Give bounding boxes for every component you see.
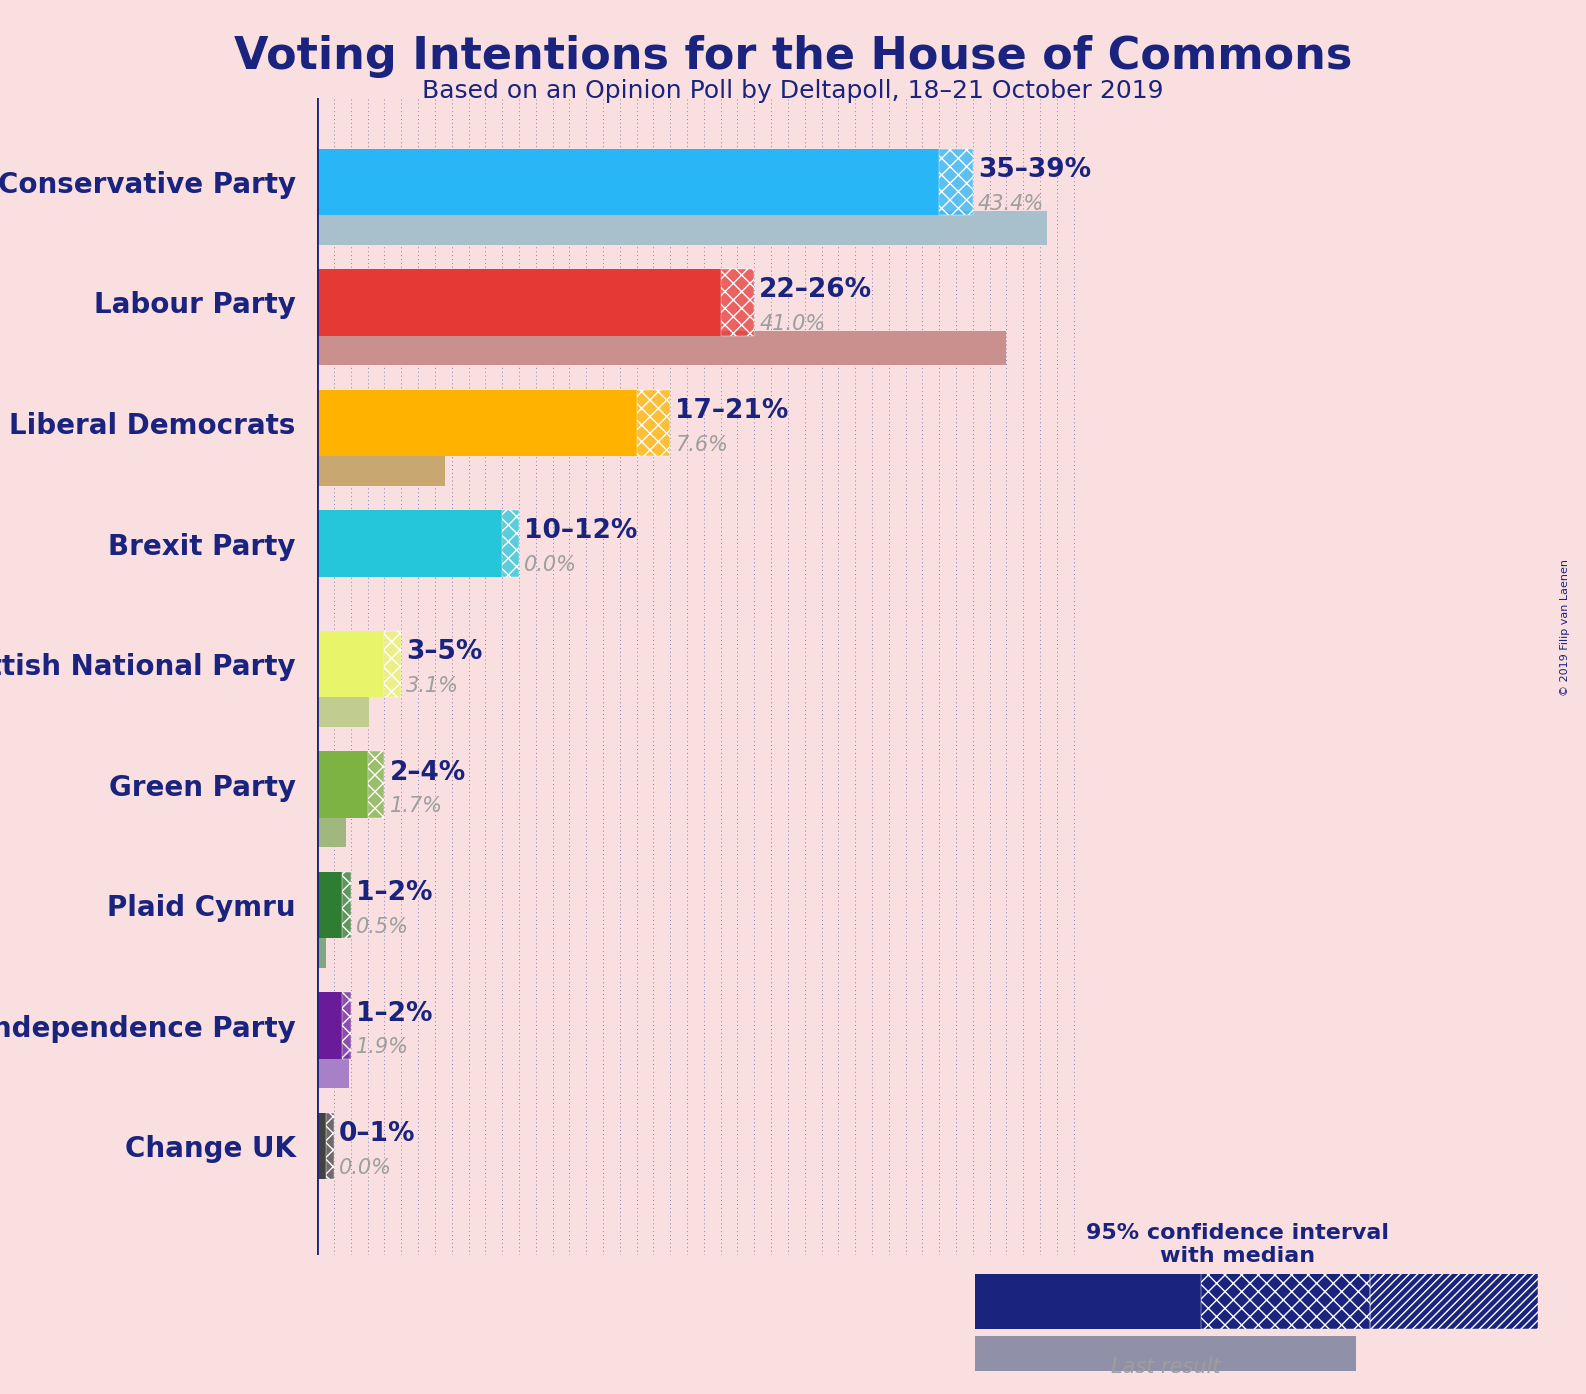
Text: Based on an Opinion Poll by Deltapoll, 18–21 October 2019: Based on an Opinion Poll by Deltapoll, 1… [422, 79, 1164, 103]
Text: 7.6%: 7.6% [676, 435, 728, 454]
Bar [1201, 1273, 1369, 1330]
Text: 3.1%: 3.1% [406, 676, 460, 696]
Text: 1.7%: 1.7% [390, 796, 442, 817]
Bar [335, 993, 343, 1059]
Text: 41.0%: 41.0% [760, 314, 826, 335]
Bar [343, 871, 351, 938]
Bar [335, 871, 343, 938]
Bar [317, 149, 939, 215]
Text: 10–12%: 10–12% [523, 519, 638, 545]
Bar [1369, 1273, 1538, 1330]
Text: 1–2%: 1–2% [355, 880, 433, 906]
Bar [1369, 1273, 1538, 1330]
Bar [485, 510, 503, 577]
Text: 3–5%: 3–5% [406, 638, 482, 665]
Bar [343, 871, 351, 938]
Bar [720, 269, 755, 336]
Bar [975, 1273, 1201, 1330]
Bar [317, 1054, 349, 1089]
Bar [384, 631, 401, 697]
Bar [368, 751, 384, 818]
Bar [720, 269, 755, 336]
Text: 2–4%: 2–4% [390, 760, 466, 785]
Bar [503, 510, 519, 577]
Bar [1201, 1273, 1369, 1330]
Bar [343, 993, 351, 1059]
Bar [317, 332, 1007, 365]
Bar [368, 631, 384, 697]
Bar [317, 934, 325, 967]
Bar [317, 510, 503, 577]
Bar [503, 510, 519, 577]
Bar [317, 210, 1047, 244]
Bar [317, 269, 720, 336]
Text: 0.0%: 0.0% [339, 1158, 392, 1178]
Bar [939, 149, 972, 215]
Bar [939, 149, 972, 215]
Bar [906, 149, 939, 215]
Bar [975, 1335, 1356, 1372]
Text: 0.5%: 0.5% [355, 917, 409, 937]
Text: 43.4%: 43.4% [979, 194, 1044, 213]
Bar [317, 751, 368, 818]
Bar [343, 993, 351, 1059]
Bar [317, 390, 636, 456]
Bar [351, 751, 368, 818]
Bar [636, 390, 671, 456]
Bar [317, 871, 343, 938]
Text: 35–39%: 35–39% [979, 158, 1091, 183]
Text: 95% confidence interval
with median: 95% confidence interval with median [1085, 1223, 1389, 1266]
Text: Voting Intentions for the House of Commons: Voting Intentions for the House of Commo… [233, 35, 1353, 78]
Bar [687, 269, 720, 336]
Bar [325, 1112, 335, 1179]
Bar [368, 751, 384, 818]
Text: 22–26%: 22–26% [760, 277, 872, 304]
Bar [317, 814, 346, 848]
Bar [603, 390, 636, 456]
Bar [384, 631, 401, 697]
Bar [317, 993, 343, 1059]
Bar [317, 631, 384, 697]
Text: 17–21%: 17–21% [676, 397, 788, 424]
Text: 1–2%: 1–2% [355, 1001, 433, 1026]
Bar [317, 1112, 325, 1179]
Text: 0–1%: 0–1% [339, 1121, 416, 1147]
Bar [636, 390, 671, 456]
Bar [325, 1112, 335, 1179]
Text: Last result: Last result [1110, 1358, 1221, 1377]
Text: © 2019 Filip van Laenen: © 2019 Filip van Laenen [1561, 559, 1570, 696]
Bar [317, 1112, 325, 1179]
Bar [317, 693, 370, 726]
Bar [317, 452, 446, 485]
Text: 1.9%: 1.9% [355, 1037, 409, 1057]
Text: 0.0%: 0.0% [523, 555, 577, 576]
